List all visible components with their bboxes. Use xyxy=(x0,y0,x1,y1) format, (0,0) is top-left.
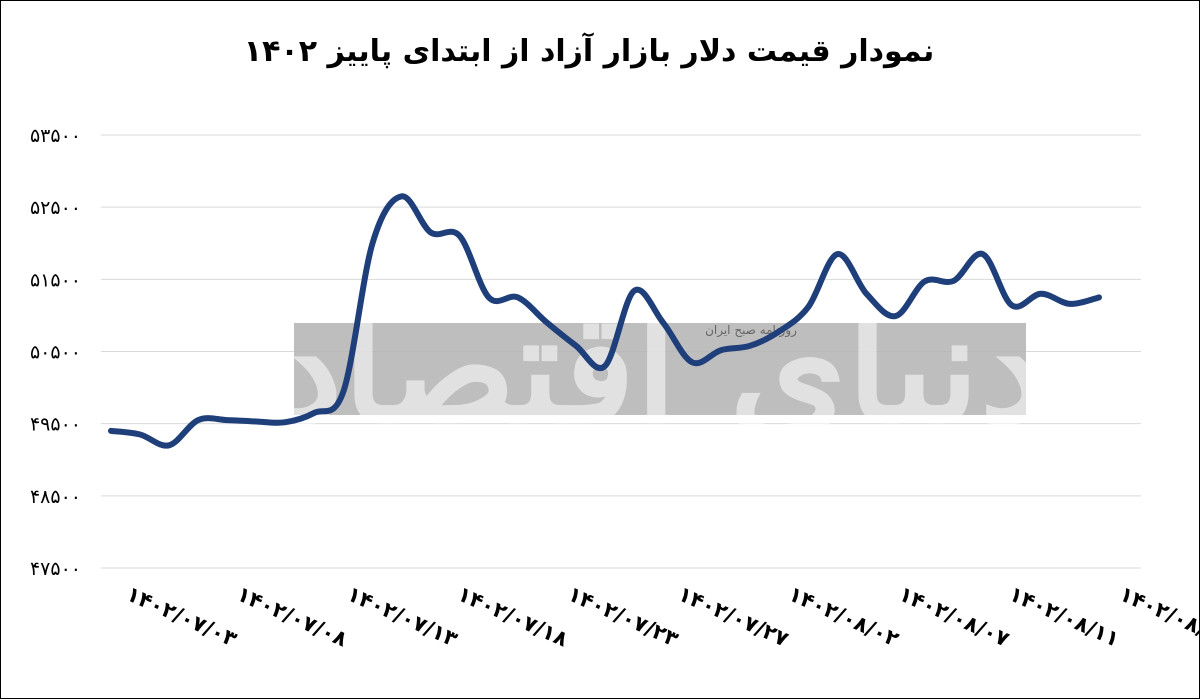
watermark: دنیای اقتصاد روزنامه صبح ایران xyxy=(276,281,1046,457)
y-tick-label: ۵۳۵۰۰ xyxy=(30,125,81,147)
x-tick-label: ۱۴۰۲/۰۸/۰۲ xyxy=(785,582,903,652)
series-lines xyxy=(108,193,1102,449)
x-tick-label: ۱۴۰۲/۰۸/۱۶ xyxy=(1116,582,1200,652)
x-tick-label: ۱۴۰۲/۰۸/۱۱ xyxy=(1006,582,1123,652)
x-tick-label: ۱۴۰۲/۰۸/۰۷ xyxy=(895,582,1013,652)
x-axis-ticks: ۱۴۰۲/۰۷/۰۳۱۴۰۲/۰۷/۰۸۱۴۰۲/۰۷/۱۳۱۴۰۲/۰۷/۱۸… xyxy=(123,582,1200,652)
y-axis-ticks: ۴۷۵۰۰ ۴۸۵۰۰ ۴۹۵۰۰ ۵۰۵۰۰ ۵۱۵۰۰ ۵۲۵۰۰ ۵۳۵۰۰ xyxy=(30,125,81,580)
x-tick-label: ۱۴۰۲/۰۷/۲۳ xyxy=(564,582,682,652)
x-tick-label: ۱۴۰۲/۰۷/۱۸ xyxy=(454,582,572,652)
x-tick-label: ۱۴۰۲/۰۷/۰۳ xyxy=(123,582,241,652)
y-tick-label: ۴۷۵۰۰ xyxy=(30,558,81,580)
chart-title: نمودار قیمت دلار بازار آزاد از ابتدای پا… xyxy=(244,32,934,69)
y-tick-label: ۵۰۵۰۰ xyxy=(30,342,81,364)
x-tick-label: ۱۴۰۲/۰۷/۱۳ xyxy=(344,582,462,652)
y-tick-label: ۴۹۵۰۰ xyxy=(30,414,81,436)
y-tick-label: ۴۸۵۰۰ xyxy=(30,486,81,508)
x-tick-label: ۱۴۰۲/۰۷/۰۸ xyxy=(233,582,351,652)
watermark-text: دنیای اقتصاد xyxy=(276,281,1046,457)
watermark-band xyxy=(294,323,1026,415)
y-tick-label: ۵۲۵۰۰ xyxy=(30,197,81,219)
y-tick-label: ۵۱۵۰۰ xyxy=(30,269,81,291)
x-tick-label: ۱۴۰۲/۰۷/۲۷ xyxy=(675,582,793,652)
series-line xyxy=(108,193,1102,449)
